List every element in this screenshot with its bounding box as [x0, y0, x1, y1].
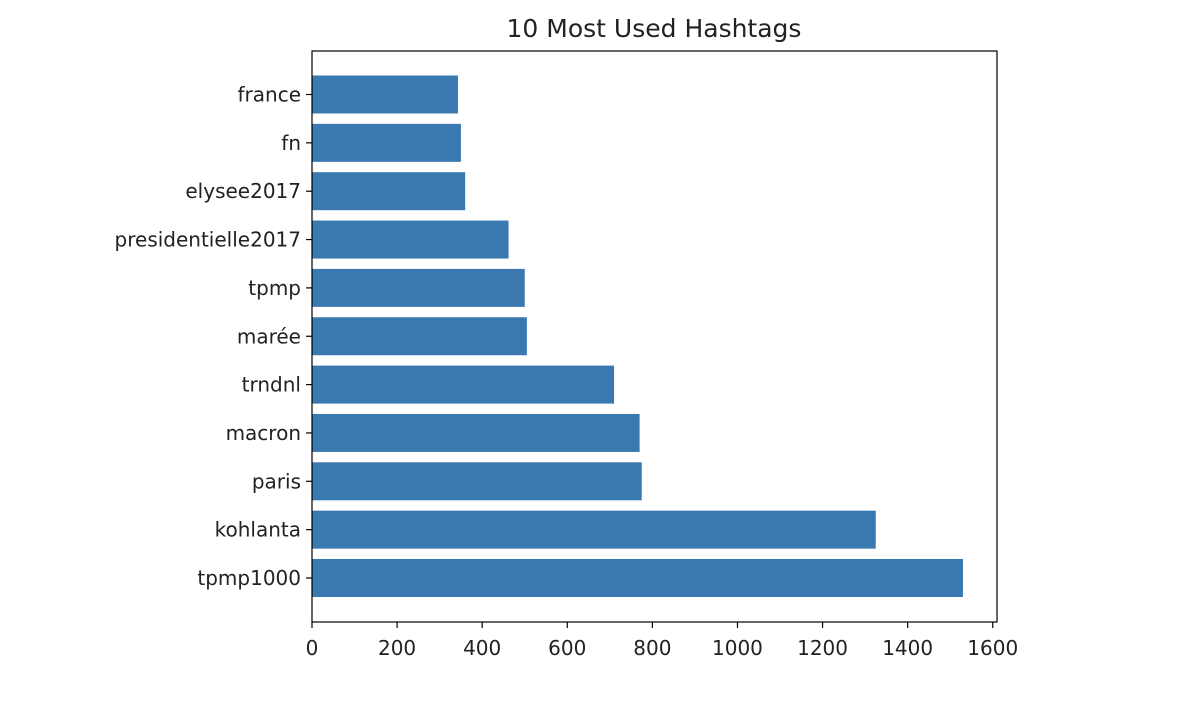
x-tick-label-800: 800	[633, 636, 671, 660]
bar-macron	[312, 413, 640, 452]
y-tick-label-fn: fn	[281, 131, 301, 155]
y-tick-label-macron: macron	[226, 421, 301, 445]
bar-kohlanta	[312, 510, 876, 549]
y-tick-label-france: france	[238, 83, 302, 107]
bar-fn	[312, 123, 461, 162]
x-tick-label-0: 0	[306, 636, 319, 660]
y-ticks-layer: tpmp1000 kohlanta paris macron trndnl marée tp…	[115, 83, 312, 590]
y-tick-label-presidentielle2017: presidentielle2017	[115, 228, 301, 252]
bar-tpmp	[312, 268, 525, 307]
bar-presidentielle2017	[312, 220, 509, 259]
x-tick-label-400: 400	[463, 636, 501, 660]
y-tick-label-paris: paris	[252, 469, 301, 493]
x-tick-label-1600: 1600	[967, 636, 1018, 660]
x-tick-label-600: 600	[548, 636, 586, 660]
y-tick-label-tpmp1000: tpmp1000	[197, 566, 301, 590]
y-tick-label-tpmp: tpmp	[248, 276, 301, 300]
bar-tpmp1000	[312, 559, 963, 597]
bar-france	[312, 75, 458, 114]
x-tick-label-1400: 1400	[882, 636, 933, 660]
bars-layer	[312, 75, 963, 597]
bar-maree	[312, 317, 527, 356]
bar-trndnl	[312, 365, 615, 404]
x-ticks-layer: 0 200 400 600 800 1000 1200 1400 1600	[306, 622, 1018, 660]
bar-elysee2017	[312, 172, 466, 211]
y-tick-label-trndnl: trndnl	[242, 373, 301, 397]
x-tick-label-1200: 1200	[797, 636, 848, 660]
y-tick-label-elysee2017: elysee2017	[185, 179, 301, 203]
y-tick-label-kohlanta: kohlanta	[215, 518, 301, 542]
plot-area-frame	[311, 50, 998, 623]
x-tick-label-1000: 1000	[712, 636, 763, 660]
chart-title: 10 Most Used Hashtags	[507, 14, 802, 43]
y-tick-label-maree: marée	[237, 324, 301, 348]
x-tick-label-200: 200	[378, 636, 416, 660]
bar-paris	[312, 462, 642, 501]
